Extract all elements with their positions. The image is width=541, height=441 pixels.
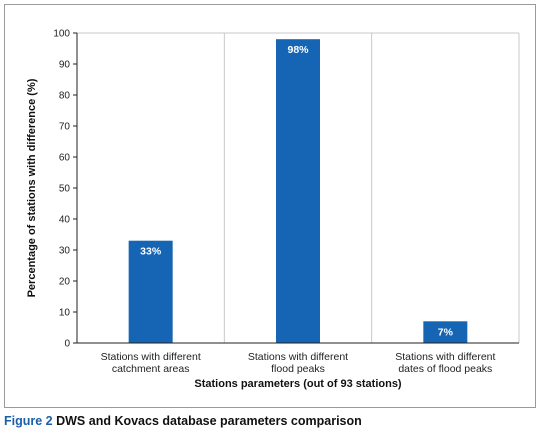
- y-tick-label: 60: [59, 153, 71, 164]
- bar: [128, 240, 173, 343]
- y-tick-labels: 0 10 20 30 40 50 60 70 80 90 100: [53, 29, 70, 350]
- x-category-label: catchment areas: [112, 363, 190, 375]
- grid-lines: [77, 32, 520, 343]
- x-category-label: flood peaks: [271, 363, 325, 375]
- figure-caption-text: DWS and Kovacs database parameters compa…: [56, 414, 362, 428]
- y-axis-title: Percentage of stations with difference (…: [26, 78, 38, 297]
- y-tick-label: 50: [59, 184, 71, 195]
- y-tick-label: 70: [59, 122, 71, 133]
- y-tick-label: 100: [53, 29, 70, 40]
- x-axis-title: Stations parameters (out of 93 stations): [194, 378, 402, 390]
- y-tick-label: 40: [59, 215, 71, 226]
- y-tick-label: 80: [59, 91, 71, 102]
- y-tick-label: 20: [59, 277, 71, 288]
- bar-data-label: 33%: [140, 246, 162, 258]
- figure-caption: Figure 2 DWS and Kovacs database paramet…: [4, 414, 362, 428]
- x-category-label: dates of flood peaks: [398, 363, 492, 375]
- figure-label: Figure 2: [4, 414, 53, 428]
- bar-data-label: 7%: [438, 326, 454, 338]
- bar-chart: 33% 98% 7% 0 10 20 30 40 50 60 70 80 90 100 Stations…: [26, 29, 520, 390]
- chart-frame: 33% 98% 7% 0 10 20 30 40 50 60 70 80 90 100 Stations…: [4, 4, 536, 408]
- x-category-label: Stations with different: [101, 351, 201, 363]
- bar: [276, 39, 320, 343]
- y-tick-label: 0: [64, 339, 70, 350]
- y-tick-label: 10: [59, 308, 71, 319]
- bar: [423, 321, 468, 343]
- bars: 33% 98% 7%: [128, 39, 468, 343]
- y-tick-label: 90: [59, 60, 71, 71]
- bar-data-label: 98%: [287, 44, 309, 56]
- x-category-label: Stations with different: [395, 351, 495, 363]
- x-category-label: Stations with different: [248, 351, 348, 363]
- y-tick-label: 30: [59, 246, 71, 257]
- axes: [73, 32, 519, 344]
